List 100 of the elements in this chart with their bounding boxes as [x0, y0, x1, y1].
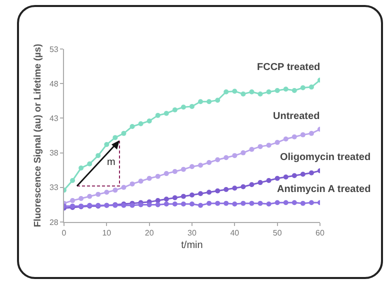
point [70, 178, 76, 183]
point [249, 182, 254, 188]
point [274, 88, 280, 94]
point [155, 174, 160, 179]
point [78, 196, 84, 201]
y-tick-label: 53 [49, 44, 59, 54]
y-tick-label: 33 [49, 183, 59, 192]
x-axis-title: t/min [181, 240, 203, 252]
point [121, 130, 126, 136]
point [155, 202, 160, 208]
point [292, 134, 297, 140]
point [308, 170, 314, 176]
series-label: Oligomycin treated [280, 152, 371, 163]
x-tick-label: 20 [144, 228, 154, 238]
point [249, 146, 254, 152]
point [206, 99, 212, 104]
point [258, 144, 263, 150]
x-tick-label: 10 [102, 228, 112, 238]
point [224, 155, 229, 160]
x-tick-label: 50 [272, 228, 282, 238]
point [300, 132, 306, 138]
point [308, 200, 314, 206]
x-tick-label: 0 [62, 228, 67, 238]
point [258, 180, 263, 186]
point [180, 202, 186, 207]
point [87, 194, 92, 199]
point [96, 192, 101, 197]
point [190, 202, 194, 207]
series-label: FCCP treated [257, 62, 320, 73]
point [172, 202, 178, 207]
point [266, 142, 272, 148]
point [138, 178, 144, 184]
point [283, 136, 288, 142]
point [164, 196, 169, 202]
point [249, 200, 254, 206]
point [274, 140, 280, 145]
point [240, 184, 246, 190]
point [172, 168, 178, 174]
point [70, 198, 76, 204]
point [232, 88, 238, 94]
x-tick-label: 40 [230, 228, 240, 238]
point [164, 171, 169, 176]
point [146, 202, 152, 208]
point [198, 191, 204, 196]
point [258, 91, 263, 96]
y-tick-label: 38 [49, 148, 59, 158]
point [130, 181, 135, 186]
point [206, 190, 212, 195]
point [274, 200, 280, 206]
point [224, 200, 229, 206]
point [224, 89, 229, 94]
point [283, 86, 288, 92]
point [308, 130, 314, 136]
point [308, 84, 314, 90]
series-label: Untreated [273, 111, 320, 122]
point [146, 118, 152, 124]
point [215, 98, 220, 103]
point [300, 200, 306, 206]
point [266, 178, 272, 183]
point [206, 200, 212, 206]
point [190, 104, 194, 109]
point [240, 150, 246, 156]
point [249, 89, 254, 94]
y-axis-title: Fluorescence Signal (au) or Lifetime (µs) [32, 44, 44, 228]
point [172, 195, 178, 200]
point [240, 91, 246, 96]
y-tick-label: 28 [49, 218, 59, 227]
point [121, 184, 126, 190]
point [112, 135, 118, 140]
point [258, 200, 263, 206]
point [300, 172, 306, 177]
point [180, 194, 186, 199]
point [104, 142, 110, 147]
series-label: Antimycin A treated [277, 184, 371, 195]
point [283, 174, 288, 180]
point [164, 110, 169, 116]
x-tick-label: 60 [316, 228, 325, 238]
point [112, 188, 118, 193]
point [292, 88, 297, 94]
point [190, 192, 194, 198]
point [266, 89, 272, 94]
point [87, 161, 92, 166]
point [283, 200, 288, 206]
point [198, 202, 204, 208]
point [190, 164, 194, 170]
point [224, 186, 229, 192]
point [232, 202, 238, 207]
point [138, 121, 144, 126]
point [155, 198, 160, 204]
y-tick-label: 43 [49, 114, 59, 123]
point [215, 188, 220, 194]
point [180, 166, 186, 172]
point [232, 153, 238, 158]
point [78, 166, 84, 171]
point [240, 200, 246, 206]
point [300, 85, 306, 90]
point [198, 99, 204, 104]
point [164, 202, 169, 207]
point [146, 176, 152, 181]
x-tick-label: 30 [188, 228, 197, 238]
